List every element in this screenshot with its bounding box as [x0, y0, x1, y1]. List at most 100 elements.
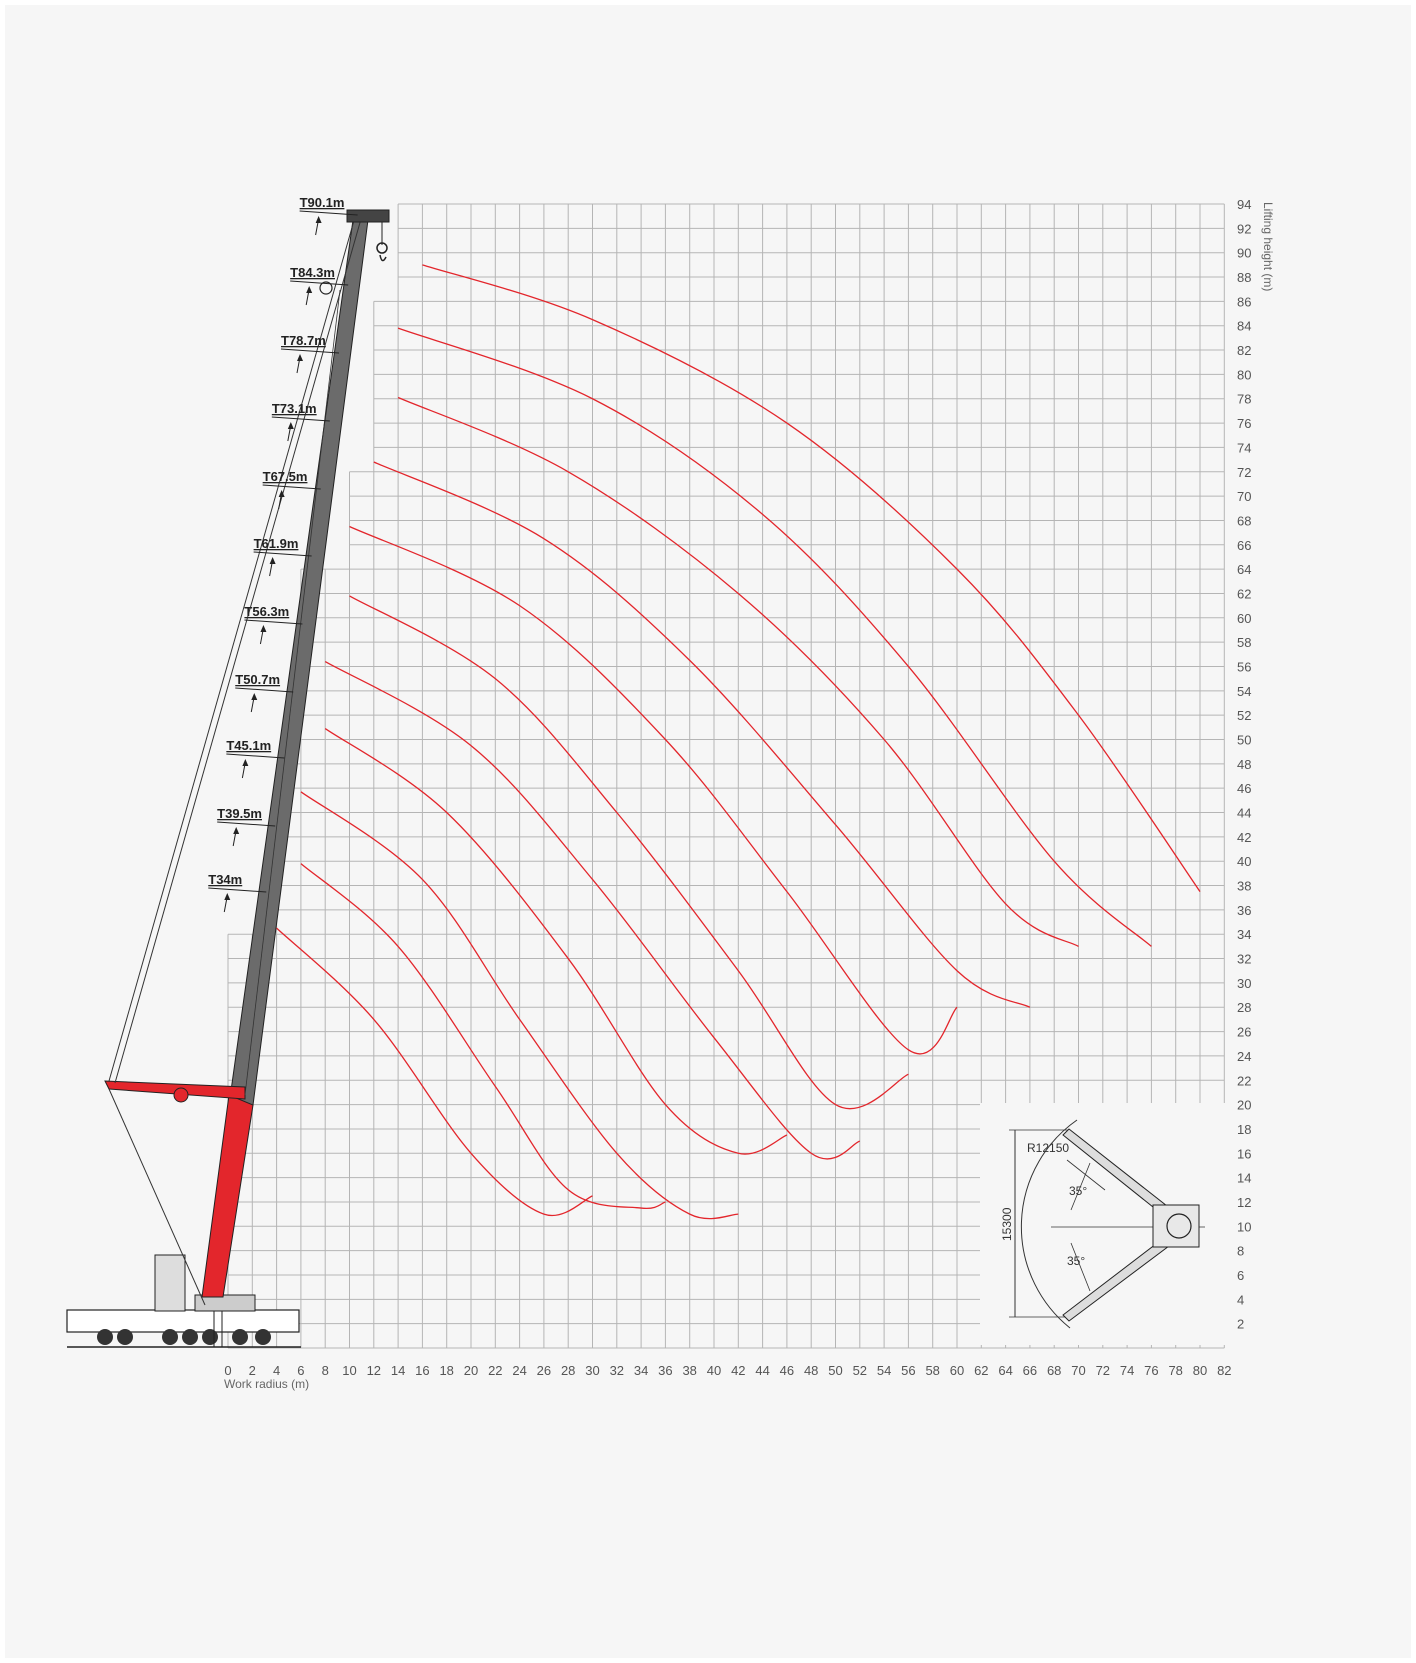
y-tick-label: 18: [1237, 1122, 1251, 1137]
x-tick-label: 60: [950, 1363, 964, 1378]
y-tick-label: 68: [1237, 513, 1251, 528]
y-tick-label: 30: [1237, 976, 1251, 991]
boom-length-label: T61.9m: [254, 536, 299, 551]
axis-ticks: 0 2 4 6 8 10 12 14 16 18 20 22 24 26 28 30 32 34 36 38 40 42 4…: [224, 197, 1251, 1378]
y-tick-label: 70: [1237, 489, 1251, 504]
boom-length-label: T39.5m: [217, 806, 262, 821]
x-tick-label: 66: [1023, 1363, 1037, 1378]
x-tick-label: 4: [273, 1363, 280, 1378]
boom-length-label: T84.3m: [290, 265, 335, 280]
chart-page: T90.1m T84.3m T78.7m T73.1m T67.5m T61.9m T56.…: [5, 5, 1411, 1658]
x-tick-label: 32: [610, 1363, 624, 1378]
x-tick-label: 36: [658, 1363, 672, 1378]
boom-length-label: T73.1m: [272, 401, 317, 416]
x-tick-label: 42: [731, 1363, 745, 1378]
x-tick-label: 44: [755, 1363, 769, 1378]
x-tick-label: 26: [537, 1363, 551, 1378]
upper-angle-label: 35°: [1069, 1184, 1087, 1198]
y-tick-label: 74: [1237, 440, 1251, 455]
y-tick-label: 26: [1237, 1025, 1251, 1040]
boom-label-arrowhead: [242, 759, 249, 766]
height-curve: [397, 396, 1079, 947]
x-tick-label: 8: [322, 1363, 329, 1378]
height-curve: [300, 791, 739, 1220]
x-tick-label: 74: [1120, 1363, 1134, 1378]
x-tick-label: 22: [488, 1363, 502, 1378]
x-tick-label: 52: [853, 1363, 867, 1378]
x-tick-label: 48: [804, 1363, 818, 1378]
height-curve: [349, 525, 958, 1055]
x-tick-label: 18: [439, 1363, 453, 1378]
x-tick-label: 64: [998, 1363, 1012, 1378]
y-tick-label: 72: [1237, 465, 1251, 480]
boom-length-label: T78.7m: [281, 333, 326, 348]
x-tick-label: 70: [1071, 1363, 1085, 1378]
height-curve: [373, 461, 1031, 1008]
y-tick-label: 92: [1237, 221, 1251, 236]
outrigger-span-label: 15300: [1000, 1207, 1014, 1241]
x-tick-label: 14: [391, 1363, 405, 1378]
x-tick-label: 2: [249, 1363, 256, 1378]
boom-length-labels: T90.1m T84.3m T78.7m T73.1m T67.5m T61.9m T56.…: [208, 195, 358, 913]
x-tick-label: 10: [342, 1363, 356, 1378]
superlift-mast: [104, 1080, 246, 1100]
boom-label-leader: [208, 887, 267, 893]
boom-length-label: T50.7m: [235, 672, 280, 687]
boom-label-arrowhead: [233, 827, 240, 834]
x-tick-label: 34: [634, 1363, 648, 1378]
y-tick-label: 56: [1237, 659, 1251, 674]
y-tick-label: 78: [1237, 392, 1251, 407]
y-tick-label: 82: [1237, 343, 1251, 358]
x-tick-label: 72: [1096, 1363, 1110, 1378]
y-tick-label: 24: [1237, 1049, 1251, 1064]
boom-length-label: T56.3m: [244, 604, 289, 619]
boom-label-arrowhead: [287, 422, 294, 429]
x-tick-label: 16: [415, 1363, 429, 1378]
x-tick-label: 40: [707, 1363, 721, 1378]
height-curve: [276, 927, 593, 1217]
x-tick-label: 68: [1047, 1363, 1061, 1378]
y-tick-label: 90: [1237, 246, 1251, 261]
boom-length-label: T67.5m: [263, 469, 308, 484]
y-tick-label: 34: [1237, 927, 1251, 942]
x-tick-label: 28: [561, 1363, 575, 1378]
height-curve: [349, 595, 909, 1110]
y-tick-label: 36: [1237, 903, 1251, 918]
x-tick-label: 78: [1168, 1363, 1182, 1378]
y-tick-label: 14: [1237, 1171, 1251, 1186]
y-tick-label: 28: [1237, 1000, 1251, 1015]
y-tick-label: 2: [1237, 1317, 1244, 1332]
x-tick-label: 38: [682, 1363, 696, 1378]
x-tick-label: 54: [877, 1363, 891, 1378]
y-tick-label: 16: [1237, 1146, 1251, 1161]
y-tick-label: 66: [1237, 538, 1251, 553]
x-tick-label: 0: [224, 1363, 231, 1378]
crane-drawing: [66, 209, 390, 1348]
y-tick-label: 54: [1237, 684, 1251, 699]
x-tick-label: 20: [464, 1363, 478, 1378]
y-tick-label: 46: [1237, 781, 1251, 796]
height-curve: [300, 863, 666, 1210]
outrigger-inset: R12150 15300 35° 35°: [980, 1103, 1225, 1345]
grid: [227, 203, 1225, 1349]
x-tick-label: 30: [585, 1363, 599, 1378]
y-tick-label: 20: [1237, 1098, 1251, 1113]
boom-label-leader: [299, 210, 358, 216]
x-tick-label: 82: [1217, 1363, 1231, 1378]
y-tick-label: 4: [1237, 1292, 1244, 1307]
outrigger-radius-label: R12150: [1027, 1141, 1069, 1155]
x-tick-label: 76: [1144, 1363, 1158, 1378]
boom-label-arrowhead: [269, 557, 276, 564]
load-chart: T90.1m T84.3m T78.7m T73.1m T67.5m T61.9m T56.…: [66, 195, 1275, 1391]
hook-block: [376, 242, 388, 254]
boom-label-leader: [271, 416, 330, 422]
main-boom: [228, 219, 369, 1106]
y-tick-label: 60: [1237, 611, 1251, 626]
boom-label-leader: [244, 619, 303, 625]
x-tick-label: 56: [901, 1363, 915, 1378]
boom-label-leader: [217, 821, 276, 827]
x-tick-label: 46: [780, 1363, 794, 1378]
boom-label-leader: [262, 484, 321, 490]
height-curve: [397, 327, 1152, 947]
boom-label-leader: [253, 551, 312, 557]
